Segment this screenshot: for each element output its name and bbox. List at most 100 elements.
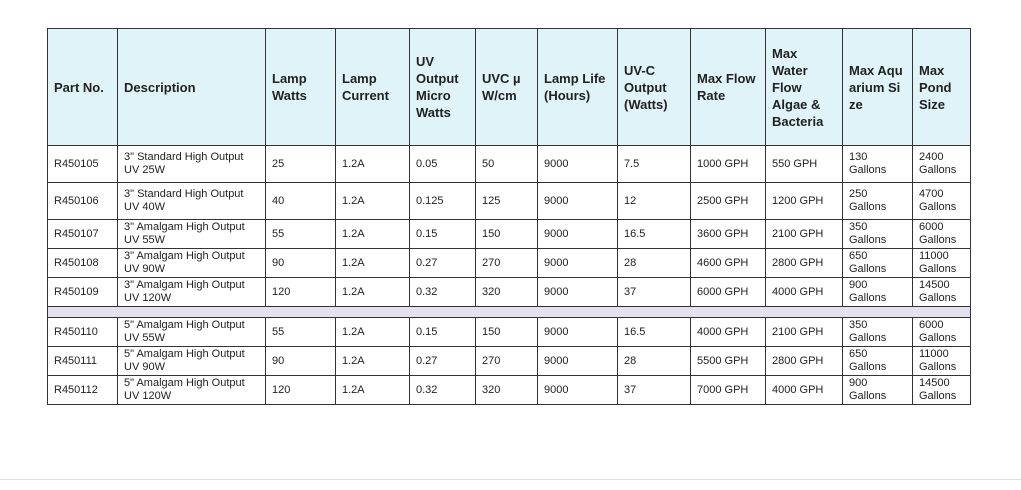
- table-cell: 11000 Gallons: [912, 248, 971, 278]
- table-cell: 2500 GPH: [690, 182, 766, 220]
- table-cell: 9000: [537, 219, 618, 249]
- table-cell: 270: [475, 248, 538, 278]
- header-row: Part No. Description Lamp Watts Lamp Curren…: [47, 28, 971, 146]
- table-cell: 900 Gallons: [842, 277, 913, 307]
- table-cell: 7.5: [617, 145, 691, 183]
- table-cell: R450109: [47, 277, 118, 307]
- header-cell: UV-C Output (Watts): [617, 28, 691, 146]
- table-cell: 0.27: [409, 248, 476, 278]
- table-cell: 4700 Gallons: [912, 182, 971, 220]
- header-cell: Description: [117, 28, 266, 146]
- table-cell: R450110: [47, 317, 118, 347]
- table-cell: 6000 GPH: [690, 277, 766, 307]
- table-cell: 1.2A: [335, 277, 410, 307]
- table-cell: 1.2A: [335, 375, 410, 405]
- table-cell: 25: [265, 145, 336, 183]
- spec-table: Part No. Description Lamp Watts Lamp Curren…: [47, 28, 971, 405]
- table-cell: 9000: [537, 277, 618, 307]
- table-cell: 3600 GPH: [690, 219, 766, 249]
- table-row: R450108 3" Amalgam High Output UV 90W 90 1.…: [47, 248, 971, 278]
- header-cell: Part No.: [47, 28, 118, 146]
- table-cell: R450107: [47, 219, 118, 249]
- separator-cell: [47, 306, 971, 318]
- table-cell: 3" Amalgam High Output UV 120W: [117, 277, 266, 307]
- table-cell: 650 Gallons: [842, 346, 913, 376]
- table-cell: 650 Gallons: [842, 248, 913, 278]
- table-cell: 5" Amalgam High Output UV 55W: [117, 317, 266, 347]
- header-cell: Lamp Life (Hours): [537, 28, 618, 146]
- table-cell: 14500 Gallons: [912, 277, 971, 307]
- table-cell: 1000 GPH: [690, 145, 766, 183]
- table-cell: 1.2A: [335, 145, 410, 183]
- table-cell: 0.27: [409, 346, 476, 376]
- table-cell: 0.15: [409, 219, 476, 249]
- table-cell: 1.2A: [335, 182, 410, 220]
- table-cell: 37: [617, 277, 691, 307]
- table-row: R450105 3" Standard High Output UV 25W 25 1…: [47, 145, 971, 183]
- divider: [0, 479, 1021, 480]
- table-cell: 2800 GPH: [765, 346, 843, 376]
- table-cell: 14500 Gallons: [912, 375, 971, 405]
- table-cell: 16.5: [617, 317, 691, 347]
- table-cell: R450112: [47, 375, 118, 405]
- table-cell: 900 Gallons: [842, 375, 913, 405]
- table-cell: 120: [265, 375, 336, 405]
- table-row: R450106 3" Standard High Output UV 40W 40 1…: [47, 182, 971, 220]
- table-cell: 90: [265, 248, 336, 278]
- table-cell: 90: [265, 346, 336, 376]
- table-cell: 0.05: [409, 145, 476, 183]
- table-cell: 11000 Gallons: [912, 346, 971, 376]
- table-cell: 3" Standard High Output UV 25W: [117, 145, 266, 183]
- table-cell: R450106: [47, 182, 118, 220]
- table-cell: 9000: [537, 375, 618, 405]
- table-cell: 4000 GPH: [765, 375, 843, 405]
- table-cell: 4000 GPH: [690, 317, 766, 347]
- header-cell: Lamp Current: [335, 28, 410, 146]
- table-cell: 2100 GPH: [765, 219, 843, 249]
- table-cell: 50: [475, 145, 538, 183]
- table-cell: 9000: [537, 182, 618, 220]
- header-cell: Max Aquarium Size: [842, 28, 913, 146]
- table-cell: 55: [265, 219, 336, 249]
- table-cell: 320: [475, 375, 538, 405]
- table-row: R450110 5" Amalgam High Output UV 55W 55 1.…: [47, 317, 971, 347]
- table-cell: R450108: [47, 248, 118, 278]
- table-cell: 0.32: [409, 277, 476, 307]
- table-cell: 9000: [537, 145, 618, 183]
- table-cell: 150: [475, 219, 538, 249]
- header-cell: Max Pond Size: [912, 28, 971, 146]
- table-cell: 5" Amalgam High Output UV 90W: [117, 346, 266, 376]
- table-cell: 5" Amalgam High Output UV 120W: [117, 375, 266, 405]
- table-cell: 250 Gallons: [842, 182, 913, 220]
- table-cell: 130 Gallons: [842, 145, 913, 183]
- table-cell: 0.32: [409, 375, 476, 405]
- table-cell: 350 Gallons: [842, 219, 913, 249]
- table-cell: 4600 GPH: [690, 248, 766, 278]
- table-cell: 16.5: [617, 219, 691, 249]
- header-cell: UVC µW/cm: [475, 28, 538, 146]
- table-cell: 40: [265, 182, 336, 220]
- table-cell: 0.15: [409, 317, 476, 347]
- table-cell: 320: [475, 277, 538, 307]
- table-row: R450109 3" Amalgam High Output UV 120W 120…: [47, 277, 971, 307]
- table-cell: 1.2A: [335, 248, 410, 278]
- header-cell: Max Water Flow Algae & Bacteria: [765, 28, 843, 146]
- table-cell: 6000 Gallons: [912, 219, 971, 249]
- table-cell: 28: [617, 346, 691, 376]
- table-cell: 9000: [537, 317, 618, 347]
- table-cell: 350 Gallons: [842, 317, 913, 347]
- table-cell: R450105: [47, 145, 118, 183]
- table-cell: 1.2A: [335, 317, 410, 347]
- table-cell: 12: [617, 182, 691, 220]
- table-cell: 9000: [537, 248, 618, 278]
- table-cell: 125: [475, 182, 538, 220]
- table-cell: 270: [475, 346, 538, 376]
- table-cell: 3" Standard High Output UV 40W: [117, 182, 266, 220]
- table-cell: 6000 Gallons: [912, 317, 971, 347]
- table-row: R450111 5" Amalgam High Output UV 90W 90 1.…: [47, 346, 971, 376]
- group-separator: [47, 306, 971, 318]
- table-cell: 3" Amalgam High Output UV 55W: [117, 219, 266, 249]
- table-cell: 2400 Gallons: [912, 145, 971, 183]
- table-cell: 150: [475, 317, 538, 347]
